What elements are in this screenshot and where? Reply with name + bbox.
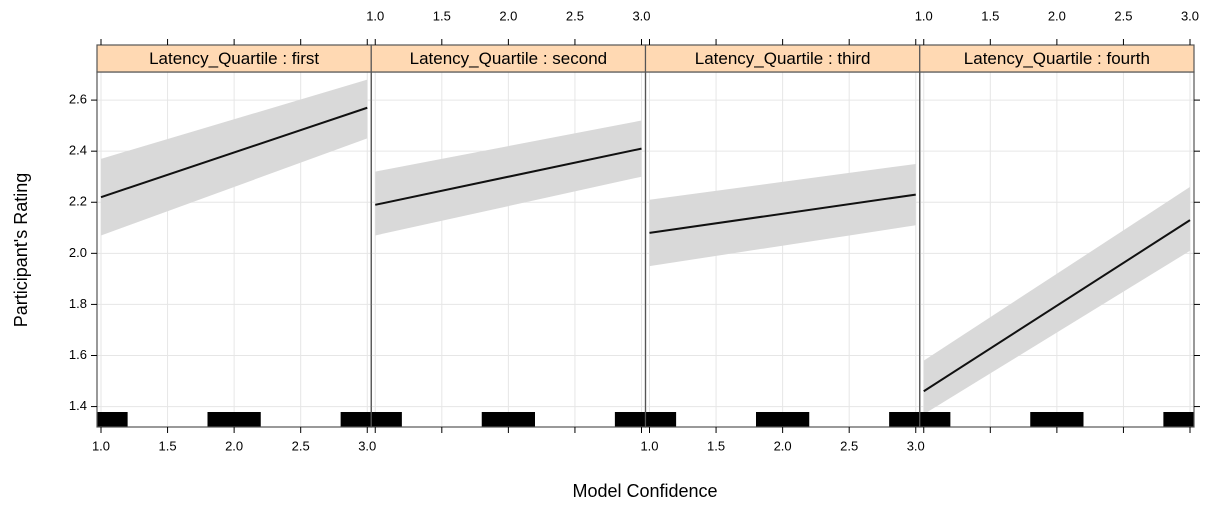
x-tick-label: 1.0: [640, 438, 658, 453]
y-tick-label: 1.8: [69, 296, 87, 311]
rug: [755, 412, 810, 427]
panel: [371, 72, 646, 427]
rug: [371, 412, 402, 427]
rug: [340, 412, 372, 427]
y-tick-label: 2.4: [69, 143, 87, 158]
x-tick-label: 2.5: [566, 8, 584, 23]
x-tick-label: 3.0: [358, 438, 376, 453]
rug: [1163, 412, 1194, 427]
x-tick-label: 3.0: [632, 8, 650, 23]
panel: [97, 72, 372, 427]
x-tick-label: 2.0: [1048, 8, 1066, 23]
x-tick-label: 2.5: [292, 438, 310, 453]
confidence-band: [375, 120, 642, 236]
strip-label: Latency_Quartile : fourth: [964, 49, 1150, 68]
panel: [645, 72, 920, 427]
y-tick-label: 1.6: [69, 347, 87, 362]
rug: [1030, 412, 1084, 427]
x-tick-label: 2.0: [499, 8, 517, 23]
x-tick-label: 2.0: [774, 438, 792, 453]
x-tick-label: 1.5: [433, 8, 451, 23]
y-tick-label: 2.0: [69, 245, 87, 260]
confidence-band: [649, 163, 916, 267]
rug: [207, 412, 261, 427]
panel: [919, 72, 1194, 427]
x-tick-label: 3.0: [1181, 8, 1199, 23]
rug: [645, 412, 677, 427]
strip-label: Latency_Quartile : third: [695, 49, 871, 68]
x-tick-label: 2.0: [225, 438, 243, 453]
fit-line: [649, 193, 916, 234]
x-tick-label: 1.0: [92, 438, 110, 453]
fit-line: [375, 147, 642, 206]
y-tick-label: 2.6: [69, 92, 87, 107]
strip: [644, 44, 921, 73]
x-tick-label: 2.5: [840, 438, 858, 453]
confidence-band: [923, 186, 1191, 415]
rug: [481, 412, 536, 427]
strip: [96, 44, 372, 73]
x-tick-label: 1.0: [366, 8, 384, 23]
strip-label: Latency_Quartile : first: [149, 49, 319, 68]
strip: [919, 44, 1195, 73]
y-tick-label: 2.2: [69, 194, 87, 209]
y-tick-label: 1.4: [69, 398, 87, 413]
x-tick-label: 1.5: [159, 438, 177, 453]
rug: [919, 412, 951, 427]
strip-label: Latency_Quartile : second: [410, 49, 608, 68]
x-tick-label: 3.0: [907, 438, 925, 453]
strip: [370, 44, 647, 73]
x-tick-label: 1.0: [915, 8, 933, 23]
x-tick-label: 1.5: [707, 438, 725, 453]
rug: [97, 412, 128, 427]
x-tick-label: 1.5: [981, 8, 999, 23]
x-axis-title: Model Confidence: [572, 481, 717, 501]
y-axis-title: Participant's Rating: [11, 173, 31, 328]
confidence-band: [100, 79, 368, 236]
rug: [889, 412, 920, 427]
rug: [614, 412, 646, 427]
fit-line: [100, 106, 368, 199]
x-tick-label: 2.5: [1114, 8, 1132, 23]
fit-line: [923, 219, 1191, 393]
